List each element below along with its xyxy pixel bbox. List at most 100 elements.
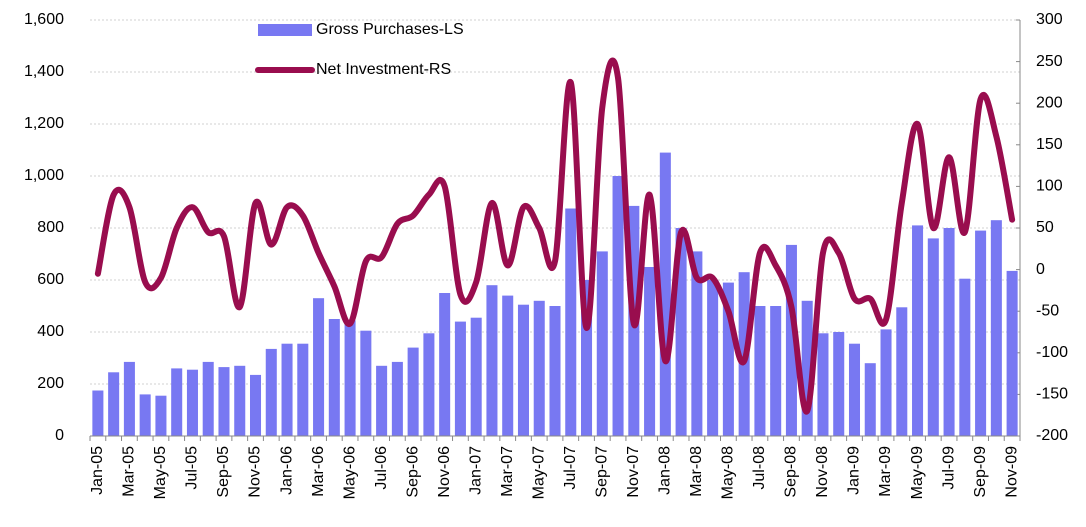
x-tick-label: Sep-07 <box>594 446 611 498</box>
bar <box>470 317 482 436</box>
bar <box>439 293 451 436</box>
bar <box>659 152 671 436</box>
y-tick-label: 200 <box>37 375 64 392</box>
x-tick-label: Nov-06 <box>436 446 453 498</box>
bar <box>92 390 104 436</box>
x-tick-label: Jul-06 <box>373 446 390 490</box>
bar <box>502 295 514 436</box>
bar <box>612 176 624 436</box>
x-tick-label: Sep-09 <box>972 446 989 498</box>
y2-tick-label: 250 <box>1036 53 1063 70</box>
bar <box>328 319 340 436</box>
bar <box>817 333 829 436</box>
x-tick-label: Sep-06 <box>404 446 421 498</box>
bar <box>581 280 593 436</box>
bar <box>896 307 908 436</box>
y-tick-label: 1,600 <box>24 11 64 28</box>
x-tick-label: May-09 <box>909 446 926 499</box>
x-tick-label: Mar-05 <box>121 446 138 497</box>
bar <box>565 208 577 436</box>
bar <box>218 367 230 436</box>
y-tick-label: 400 <box>37 323 64 340</box>
bar <box>943 228 955 436</box>
bar <box>533 300 545 436</box>
bar <box>833 332 845 436</box>
x-tick-label: Jul-09 <box>940 446 957 490</box>
y-tick-label: 1,400 <box>24 63 64 80</box>
bar <box>1006 270 1018 436</box>
bar <box>454 321 466 436</box>
bar <box>596 251 608 436</box>
x-tick-label: Mar-07 <box>499 446 516 497</box>
x-tick-label: Mar-08 <box>688 446 705 497</box>
bar <box>297 343 309 436</box>
y-tick-label: 600 <box>37 271 64 288</box>
bar <box>360 330 372 436</box>
y2-tick-label: 0 <box>1036 261 1045 278</box>
x-tick-label: Nov-08 <box>814 446 831 498</box>
y-tick-label: 0 <box>55 427 64 444</box>
x-tick-label: Jul-07 <box>562 446 579 490</box>
bar <box>313 298 325 436</box>
x-tick-label: Jan-06 <box>278 446 295 495</box>
y-tick-label: 1,000 <box>24 167 64 184</box>
bar <box>912 225 924 436</box>
bar <box>770 306 782 436</box>
x-tick-label: Jan-09 <box>846 446 863 495</box>
bar <box>139 394 151 436</box>
bar <box>927 238 939 436</box>
x-tick-label: Jan-05 <box>89 446 106 495</box>
bar <box>376 365 388 436</box>
bar <box>848 343 861 436</box>
bar <box>486 285 498 436</box>
y2-tick-label: -150 <box>1036 386 1068 403</box>
x-tick-label: Nov-05 <box>247 446 264 498</box>
y2-tick-label: -100 <box>1036 344 1068 361</box>
bar <box>186 369 198 436</box>
x-tick-label: Sep-05 <box>215 446 232 498</box>
x-tick-label: Jan-07 <box>467 446 484 495</box>
bar <box>344 320 356 436</box>
bar <box>707 280 719 436</box>
y2-tick-label: -200 <box>1036 427 1068 444</box>
x-tick-label: Sep-08 <box>783 446 800 498</box>
bar <box>123 361 135 436</box>
x-tick-label: May-08 <box>720 446 737 499</box>
y2-tick-label: 300 <box>1036 11 1063 28</box>
y2-tick-label: -50 <box>1036 302 1059 319</box>
x-tick-label: Nov-07 <box>625 446 642 498</box>
bar <box>754 306 766 436</box>
bar <box>423 333 435 436</box>
bar <box>155 395 167 436</box>
bar <box>801 300 813 436</box>
bar <box>880 329 892 436</box>
y2-tick-label: 150 <box>1036 136 1063 153</box>
bar <box>391 361 403 436</box>
legend-label: Net Investment-RS <box>316 61 451 78</box>
bar <box>990 220 1002 436</box>
bar <box>549 306 561 436</box>
x-tick-label: Mar-06 <box>310 446 327 497</box>
bar <box>959 278 971 436</box>
bar <box>407 347 419 436</box>
x-tick-label: Jul-08 <box>751 446 768 490</box>
bar <box>644 267 656 436</box>
y2-tick-label: 100 <box>1036 178 1063 195</box>
y2-tick-label: 200 <box>1036 94 1063 111</box>
x-tick-label: Jan-08 <box>657 446 674 495</box>
bar <box>281 343 293 436</box>
x-tick-label: May-07 <box>530 446 547 499</box>
bar <box>249 374 262 436</box>
legend-label: Gross Purchases-LS <box>316 21 464 38</box>
bar <box>785 244 797 436</box>
bar <box>234 365 246 436</box>
legend-swatch <box>258 24 312 36</box>
bar <box>265 348 277 436</box>
bar <box>202 361 214 436</box>
bar <box>171 368 183 436</box>
bar <box>975 230 987 436</box>
x-tick-label: Nov-09 <box>1003 446 1020 498</box>
bar <box>675 228 687 436</box>
line <box>94 57 1016 415</box>
